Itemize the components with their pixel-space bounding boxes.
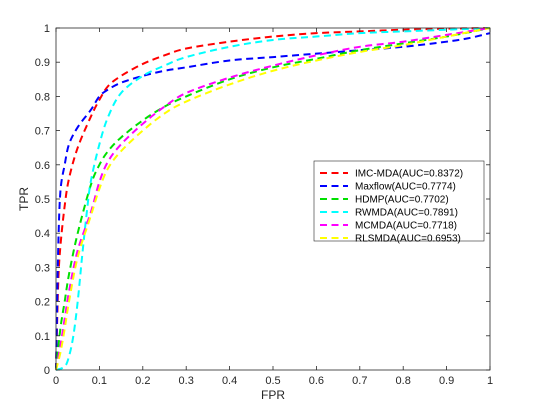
x-tick-label: 0.8 xyxy=(396,375,411,387)
legend-label-0: IMC-MDA(AUC=0.8372) xyxy=(355,169,463,180)
legend-label-4: MCMDA(AUC=0.7718) xyxy=(355,221,457,232)
y-tick-label: 1 xyxy=(44,23,50,35)
legend-entries: IMC-MDA(AUC=0.8372) Maxflow(AUC=0.7774) HD… xyxy=(320,169,463,245)
series-line-3 xyxy=(55,27,491,371)
x-tick-label: 1 xyxy=(487,375,493,387)
y-tick-label: 0.8 xyxy=(35,91,50,103)
y-tick-label: 0.7 xyxy=(35,126,50,138)
y-tick-label: 0.2 xyxy=(35,297,50,309)
series-line-5 xyxy=(55,27,491,371)
x-axis-label: FPR xyxy=(261,388,285,402)
x-tick-label: 0.4 xyxy=(222,375,237,387)
x-tick-label: 0.2 xyxy=(135,375,150,387)
y-tick-label: 0.4 xyxy=(35,228,50,240)
y-tick-label: 0.3 xyxy=(35,262,50,274)
x-tick-label: 0 xyxy=(53,375,59,387)
legend-label-1: Maxflow(AUC=0.7774) xyxy=(355,182,456,193)
y-tick-label: 0.1 xyxy=(35,331,50,343)
legend-label-3: RWMDA(AUC=0.7891) xyxy=(355,208,458,219)
y-tick-label: 0.5 xyxy=(35,194,50,206)
y-axis-label: TPR xyxy=(17,187,31,211)
legend-box xyxy=(313,160,485,242)
x-tick-label: 0.1 xyxy=(92,375,107,387)
legend-label-5: RLSMDA(AUC=0.6953) xyxy=(355,234,461,245)
series-layer xyxy=(55,27,491,371)
y-tick-label: 0.9 xyxy=(35,57,50,69)
x-tick-label: 0.3 xyxy=(179,375,194,387)
x-tick-label: 0.9 xyxy=(439,375,454,387)
tick-layer: 0 0.1 0.2 0.3 0.4 0.5 0.6 0.7 0.8 0.9 1 0 0.1 0.2 0.3 0… xyxy=(35,23,493,387)
x-tick-label: 0.7 xyxy=(352,375,367,387)
y-tick-label: 0.6 xyxy=(35,160,50,172)
series-line-4 xyxy=(55,27,491,371)
series-line-2 xyxy=(55,27,491,371)
legend-label-2: HDMP(AUC=0.7702) xyxy=(355,195,449,206)
x-tick-label: 0.5 xyxy=(265,375,280,387)
y-tick-label: 0 xyxy=(44,365,50,377)
legend: IMC-MDA(AUC=0.8372) Maxflow(AUC=0.7774) HD… xyxy=(313,160,485,245)
x-tick-label: 0.6 xyxy=(309,375,324,387)
series-line-0 xyxy=(55,27,491,371)
